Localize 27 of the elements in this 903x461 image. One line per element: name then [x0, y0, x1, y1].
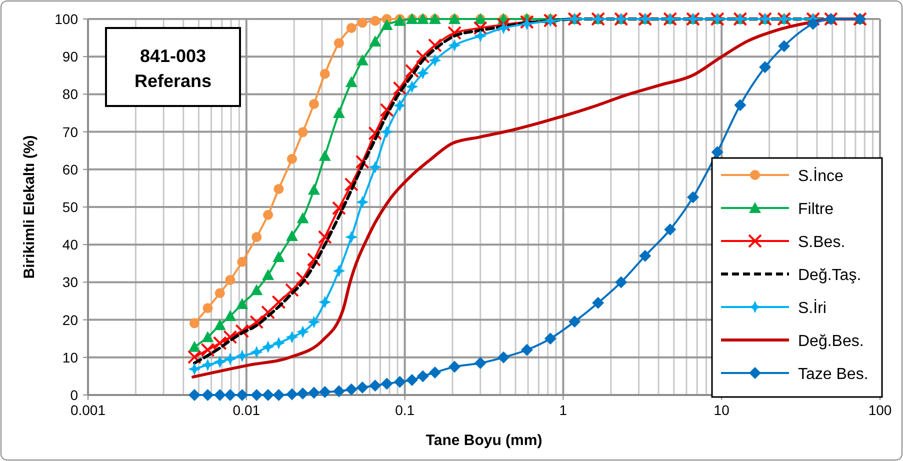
x-tick-label: 1 [559, 402, 568, 418]
y-tick-label: 0 [70, 387, 78, 403]
y-tick-label: 60 [62, 161, 78, 178]
x-axis-title: Tane Boyu (mm) [426, 432, 542, 449]
y-tick-label: 10 [62, 349, 78, 366]
annotation: 841-003 Referans [134, 46, 212, 91]
legend-label: Taze Bes. [798, 366, 868, 383]
legend-label: Filtre [798, 201, 834, 218]
x-tick-label: 100 [868, 402, 892, 418]
x-tick-label: 0.001 [70, 402, 106, 418]
x-tick-label: 0.1 [395, 402, 415, 418]
y-tick-label: 40 [62, 236, 78, 253]
y-tick-label: 70 [62, 124, 78, 140]
y-tick-label: 90 [62, 48, 78, 65]
y-axis-title: Birikimli Elekaltı (%) [21, 135, 38, 279]
x-tick-label: 0.01 [232, 402, 260, 418]
y-tick-label: 20 [62, 312, 78, 328]
x-tick-label: 10 [714, 402, 730, 418]
y-tick-label: 100 [54, 11, 78, 27]
y-tick-label: 30 [62, 274, 78, 290]
legend-label: Değ.Taş. [798, 267, 862, 284]
y-tick-label: 50 [62, 199, 78, 215]
y-tick-label: 80 [62, 86, 78, 102]
legend-label: S.İri [798, 299, 826, 317]
legend-label: S.İnce [798, 167, 844, 185]
legend-label: Değ.Bes. [798, 333, 864, 350]
legend-label: S.Bes. [798, 234, 846, 251]
